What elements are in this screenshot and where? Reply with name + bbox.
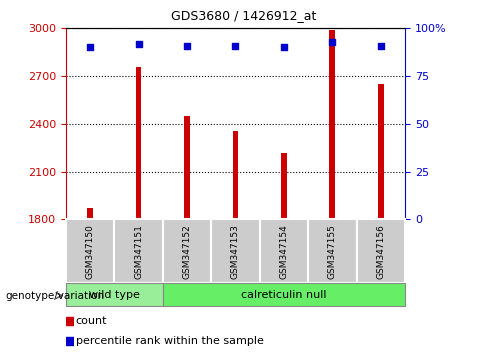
Bar bbox=[66, 219, 114, 283]
Bar bbox=[114, 219, 163, 283]
Bar bbox=[163, 219, 211, 283]
Point bbox=[232, 43, 240, 48]
Text: GSM347153: GSM347153 bbox=[231, 224, 240, 279]
Point bbox=[328, 39, 336, 45]
Point bbox=[135, 41, 142, 46]
Text: GSM347151: GSM347151 bbox=[134, 224, 143, 279]
Text: GSM347156: GSM347156 bbox=[376, 224, 386, 279]
Text: calreticulin null: calreticulin null bbox=[241, 290, 326, 300]
Bar bbox=[184, 116, 190, 219]
Bar bbox=[163, 283, 405, 306]
Point bbox=[183, 43, 191, 48]
Bar bbox=[281, 153, 287, 219]
Bar bbox=[136, 67, 142, 219]
Bar bbox=[211, 219, 260, 283]
Text: GSM347150: GSM347150 bbox=[85, 224, 95, 279]
Point bbox=[280, 45, 288, 50]
Text: GSM347152: GSM347152 bbox=[183, 224, 191, 279]
Text: percentile rank within the sample: percentile rank within the sample bbox=[76, 336, 264, 346]
Text: GSM347155: GSM347155 bbox=[328, 224, 337, 279]
Bar bbox=[233, 131, 238, 219]
Point bbox=[86, 45, 94, 50]
Bar bbox=[329, 30, 335, 219]
Bar bbox=[378, 84, 384, 219]
Text: GDS3680 / 1426912_at: GDS3680 / 1426912_at bbox=[171, 9, 317, 22]
Text: genotype/variation: genotype/variation bbox=[5, 291, 104, 301]
Bar bbox=[66, 283, 163, 306]
Bar bbox=[357, 219, 405, 283]
Text: wild type: wild type bbox=[89, 290, 140, 300]
Point bbox=[377, 43, 385, 48]
Point bbox=[99, 280, 107, 285]
Text: GSM347154: GSM347154 bbox=[280, 224, 288, 279]
Bar bbox=[87, 208, 93, 219]
Text: count: count bbox=[76, 316, 107, 326]
Bar bbox=[308, 219, 357, 283]
Point bbox=[99, 261, 107, 266]
Bar bbox=[260, 219, 308, 283]
